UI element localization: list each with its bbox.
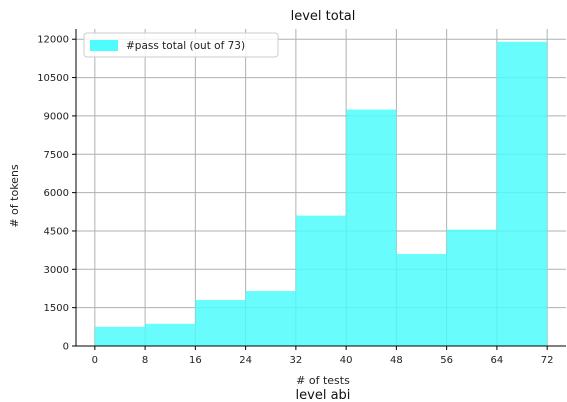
- y-tick-label: 6000: [44, 188, 69, 199]
- x-tick-label: 40: [340, 355, 353, 366]
- y-tick-label: 1500: [44, 303, 69, 314]
- axes-layer: [75, 29, 566, 347]
- chart-title: level total: [291, 9, 356, 24]
- chart-subtitle: level abi: [296, 388, 351, 402]
- x-axis-label: # of tests: [296, 374, 350, 387]
- histogram-bar: [396, 253, 447, 346]
- histogram-bar: [496, 41, 548, 346]
- x-tick-label: 16: [189, 355, 202, 366]
- ticks-layer: 0 8 16 24 32 40 48 56 64 72 0 1500 3000 4500 6000 7500 9…: [37, 35, 553, 366]
- legend-label: #pass total (out of 73): [126, 40, 245, 52]
- bars-layer: [94, 41, 548, 346]
- x-tick-label: 64: [491, 355, 504, 366]
- histogram-bar: [94, 326, 146, 346]
- x-tick-label: 32: [290, 355, 303, 366]
- histogram-bar: [446, 229, 497, 346]
- histogram-bar: [145, 323, 196, 346]
- x-tick-label: 48: [390, 355, 403, 366]
- y-tick-label: 10500: [37, 73, 69, 84]
- y-axis-label: # of tokens: [8, 164, 21, 228]
- x-tick-label: 72: [541, 355, 554, 366]
- x-tick-label: 8: [142, 355, 148, 366]
- y-tick-label: 3000: [44, 265, 69, 276]
- x-tick-label: 24: [239, 355, 252, 366]
- y-tick-label: 12000: [37, 35, 69, 46]
- histogram-bar: [195, 299, 246, 346]
- y-tick-label: 4500: [44, 226, 69, 237]
- histogram-bar: [295, 215, 347, 346]
- histogram-bar: [346, 109, 397, 346]
- y-tick-label: 9000: [44, 111, 69, 122]
- y-tick-label: 7500: [44, 150, 69, 161]
- legend-frame: [83, 32, 279, 58]
- histogram-bar: [245, 291, 296, 346]
- legend: #pass total (out of 73): [83, 32, 279, 58]
- y-tick-label: 0: [63, 342, 69, 353]
- x-tick-label: 0: [92, 355, 98, 366]
- x-tick-label: 56: [440, 355, 453, 366]
- legend-swatch: [90, 40, 118, 51]
